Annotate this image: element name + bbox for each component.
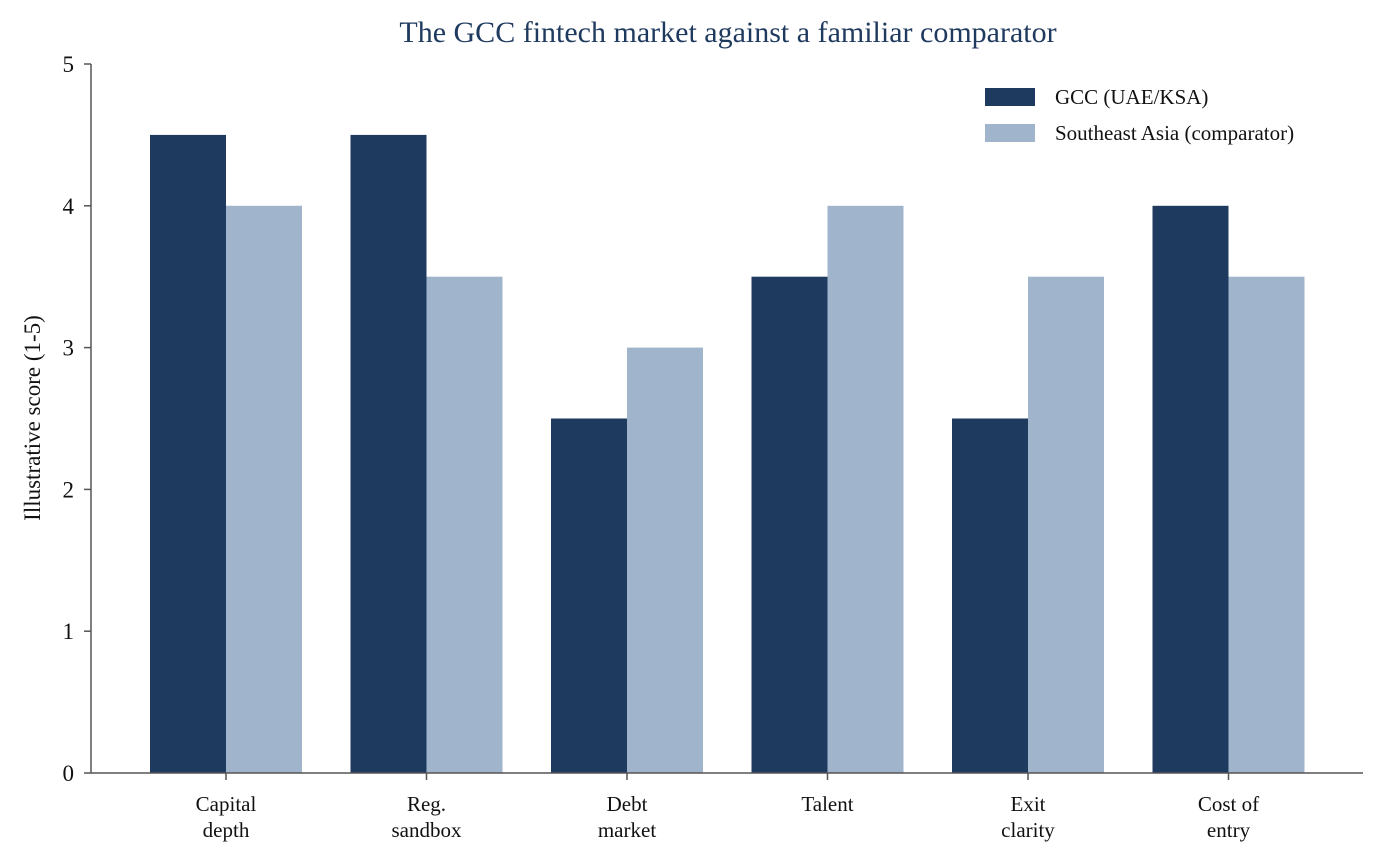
x-tick-label-line: Capital	[196, 792, 257, 816]
y-ticks-group: 0 1 2 3 4 5	[63, 52, 91, 786]
x-tick-label-line: Debt	[607, 792, 648, 816]
legend-swatch-1	[985, 124, 1035, 142]
y-tick-label: 2	[63, 477, 75, 502]
legend-label-1: Southeast Asia (comparator)	[1055, 121, 1294, 145]
x-tick-label-1: Reg. sandbox	[392, 792, 462, 842]
bar-sea-5	[1228, 276, 1305, 773]
y-tick-label: 3	[63, 336, 75, 361]
legend: GCC (UAE/KSA) Southeast Asia (comparator)	[985, 85, 1294, 145]
bar-sea-0	[226, 205, 302, 774]
x-tick-label-2: Debt market	[598, 792, 656, 842]
bar-sea-1	[426, 276, 503, 773]
x-tick-label-line: depth	[203, 818, 250, 842]
bar-gcc-5	[1152, 205, 1229, 774]
bar-sea-2	[627, 347, 703, 773]
x-tick-label-line: entry	[1207, 818, 1251, 842]
y-tick-label: 4	[63, 194, 75, 219]
x-tick-label-line: sandbox	[392, 818, 462, 842]
x-tick-label-5: Cost of entry	[1198, 792, 1259, 842]
x-tick-label-0: Capital depth	[196, 792, 257, 842]
x-tick-label-4: Exit clarity	[1001, 792, 1055, 842]
x-tick-label-line: market	[598, 818, 656, 842]
x-tick-label-line: Cost of	[1198, 792, 1259, 816]
x-tick-label-line: Reg.	[407, 792, 446, 816]
x-tick-label-line: Exit	[1011, 792, 1046, 816]
x-tick-label-3: Talent	[801, 792, 853, 816]
bar-gcc-3	[751, 276, 828, 773]
x-tick-label-line: Talent	[801, 792, 853, 816]
y-tick-label: 1	[63, 619, 75, 644]
x-tick-label-line: clarity	[1001, 818, 1055, 842]
bar-sea-3	[827, 205, 904, 774]
y-axis-label: Illustrative score (1-5)	[20, 315, 45, 521]
bar-gcc-4	[952, 418, 1028, 773]
bars-group	[150, 134, 1305, 774]
chart-title: The GCC fintech market against a familia…	[399, 16, 1056, 49]
bar-gcc-1	[350, 134, 427, 773]
legend-swatch-0	[985, 88, 1035, 106]
bar-sea-4	[1028, 276, 1104, 773]
y-tick-label: 0	[63, 761, 75, 786]
x-ticks-group: Capital depth Reg. sandbox Debt market Talent E…	[196, 773, 1259, 842]
y-tick-label: 5	[63, 52, 75, 77]
legend-label-0: GCC (UAE/KSA)	[1055, 85, 1208, 109]
bar-gcc-0	[150, 134, 226, 773]
bar-gcc-2	[551, 418, 627, 773]
